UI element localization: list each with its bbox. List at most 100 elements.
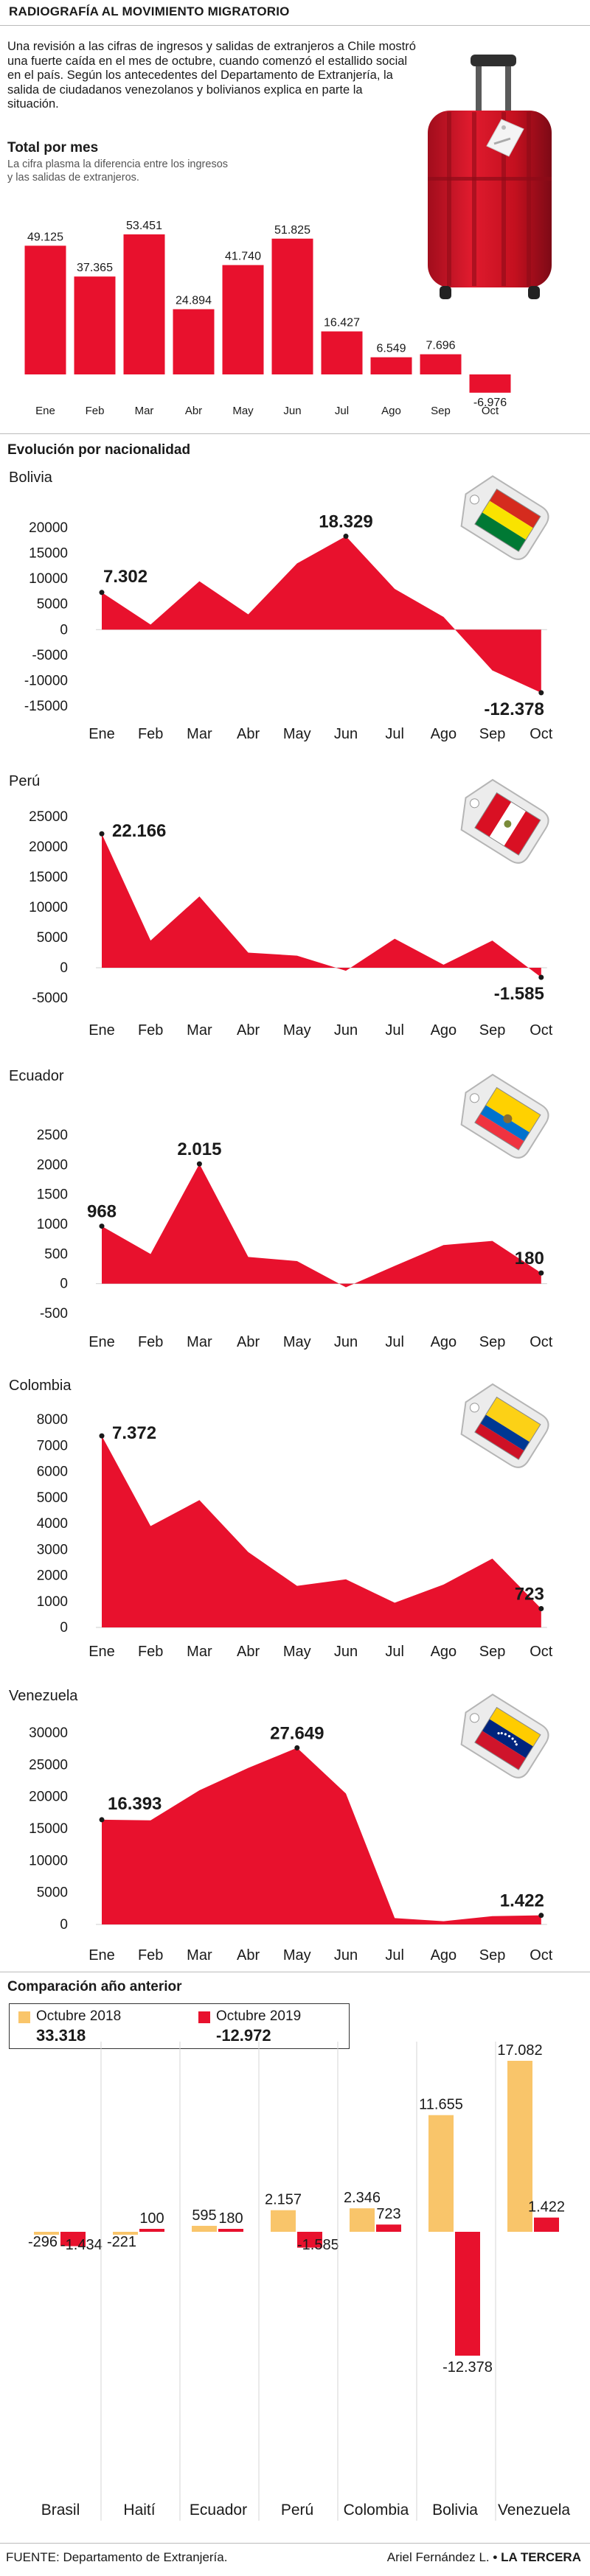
total-bar [271,238,313,374]
y-tick-label: 0 [60,1277,68,1292]
x-tick-label: Mar [187,1022,212,1039]
total-month-label: Jul [335,405,349,417]
total-bar [469,374,511,393]
x-tick-label: Jun [334,1022,358,1039]
comparison-legend: Octubre 2018 33.318 Octubre 2019 -12.972 [9,2003,350,2049]
luggage-tag-ecuador-icon [460,1073,549,1159]
x-tick-label: Abr [237,1644,260,1660]
annotation-label: 7.372 [112,1423,156,1443]
comparison-bar [113,2232,138,2235]
suitcase-icon [428,55,552,299]
comparison-bar [218,2229,243,2232]
total-month-label: Sep [431,405,451,417]
x-tick-label: Oct [530,1022,553,1039]
author-name: Ariel Fernández L. [386,2550,490,2564]
y-tick-label: 5000 [37,930,68,946]
total-bar [123,234,165,374]
y-tick-label: 20000 [29,520,68,536]
comparison-value-label: -1.434 [60,2237,103,2253]
total-chart-title: Total por mes [7,140,99,156]
x-tick-label: May [283,1644,311,1660]
x-tick-label: Abr [237,1022,260,1039]
x-tick-label: May [283,726,311,742]
x-tick-label: Ene [88,1022,115,1039]
comparison-value-label: 2.157 [265,2192,302,2208]
country-title: Perú [9,773,40,789]
comparison-bar [534,2217,559,2232]
comparison-category-label: Colombia [344,2502,409,2519]
x-tick-label: Jul [385,1947,404,1964]
y-tick-label: 4000 [37,1516,68,1532]
annotation-label: 723 [515,1585,544,1605]
x-tick-label: May [283,1022,311,1039]
x-tick-label: Oct [530,1947,553,1964]
x-tick-label: Abr [237,726,260,742]
y-tick-label: 1000 [37,1217,68,1232]
comparison-value-label: 1.422 [528,2199,565,2216]
peru-chart: Perú 25000 20000 15000 10000 5000 0 -5000 Ene Feb… [9,773,553,1039]
y-tick-label: 6000 [37,1465,68,1480]
y-tick-label: 15000 [29,1821,68,1837]
x-tick-label: Feb [138,1644,163,1660]
area-series [102,536,541,693]
comparison-value-label: -221 [107,2234,136,2250]
area-series [102,1748,541,1924]
x-tick-label: Jul [385,1334,404,1350]
infographic-title: RADIOGRAFÍA AL MOVIMIENTO MIGRATORIO [9,4,290,18]
annotation-label: 180 [515,1249,544,1268]
x-tick-label: Mar [187,1947,212,1964]
credit-separator: • [493,2550,498,2564]
x-tick-label: Sep [479,1947,506,1964]
y-tick-label: 0 [60,1620,68,1636]
x-tick-label: Abr [237,1947,260,1964]
x-tick-label: Abr [237,1334,260,1350]
legend-swatch-2018 [18,2011,30,2023]
annotation-label: 22.166 [112,821,166,841]
footer-divider [0,2543,590,2544]
comparison-value-label: 11.655 [419,2097,463,2113]
x-tick-label: Feb [138,1947,163,1964]
x-tick-label: Sep [479,1334,506,1350]
x-tick-label: Jul [385,726,404,742]
comparison-value-label: -12.378 [442,2359,493,2376]
total-bar [24,245,66,374]
y-tick-label: 30000 [29,1725,68,1741]
comparison-bar [455,2232,480,2356]
comparison-value-label: -1.585 [297,2237,339,2253]
annotation-label: 16.393 [108,1794,162,1814]
annotation-label: -12.378 [484,699,544,719]
x-tick-label: Ago [431,1644,457,1660]
intro-text: Una revisión a las cifras de ingresos y … [7,40,416,111]
x-tick-label: Jun [334,1644,358,1660]
total-month-label: Oct [482,405,499,417]
y-tick-label: 2000 [37,1157,68,1173]
country-title: Bolivia [9,470,53,486]
y-tick-label: 0 [60,960,68,976]
comparison-bar [60,2232,86,2247]
annotation-dot [99,590,105,596]
total-by-month-chart: 49.125 37.365 53.451 24.894 41.740 51.825 16.4… [24,220,511,417]
x-tick-label: Jun [334,1334,358,1350]
section-divider [0,433,590,434]
annotation-dot [294,1745,300,1751]
annotation-dot [538,974,544,980]
comparison-bar [34,2232,59,2235]
total-value-label: 49.125 [27,231,63,243]
x-tick-label: Sep [479,1644,506,1660]
comparison-bar [507,2061,532,2232]
total-bar [420,354,462,374]
y-tick-label: 0 [60,622,68,638]
comparison-value-label: 723 [376,2206,400,2222]
total-value-label: 51.825 [274,224,310,237]
annotation-dot [99,1817,105,1823]
legend-label-2019: Octubre 2019 [216,2008,302,2024]
total-month-label: Ago [381,405,401,417]
annotation-label: 968 [87,1202,117,1222]
y-tick-label: 25000 [29,1757,68,1773]
annotation-label: 27.649 [270,1723,324,1743]
annotation-label: 1.422 [500,1891,544,1911]
y-tick-label: 20000 [29,840,68,855]
x-tick-label: Mar [187,726,212,742]
area-series [102,1164,541,1288]
